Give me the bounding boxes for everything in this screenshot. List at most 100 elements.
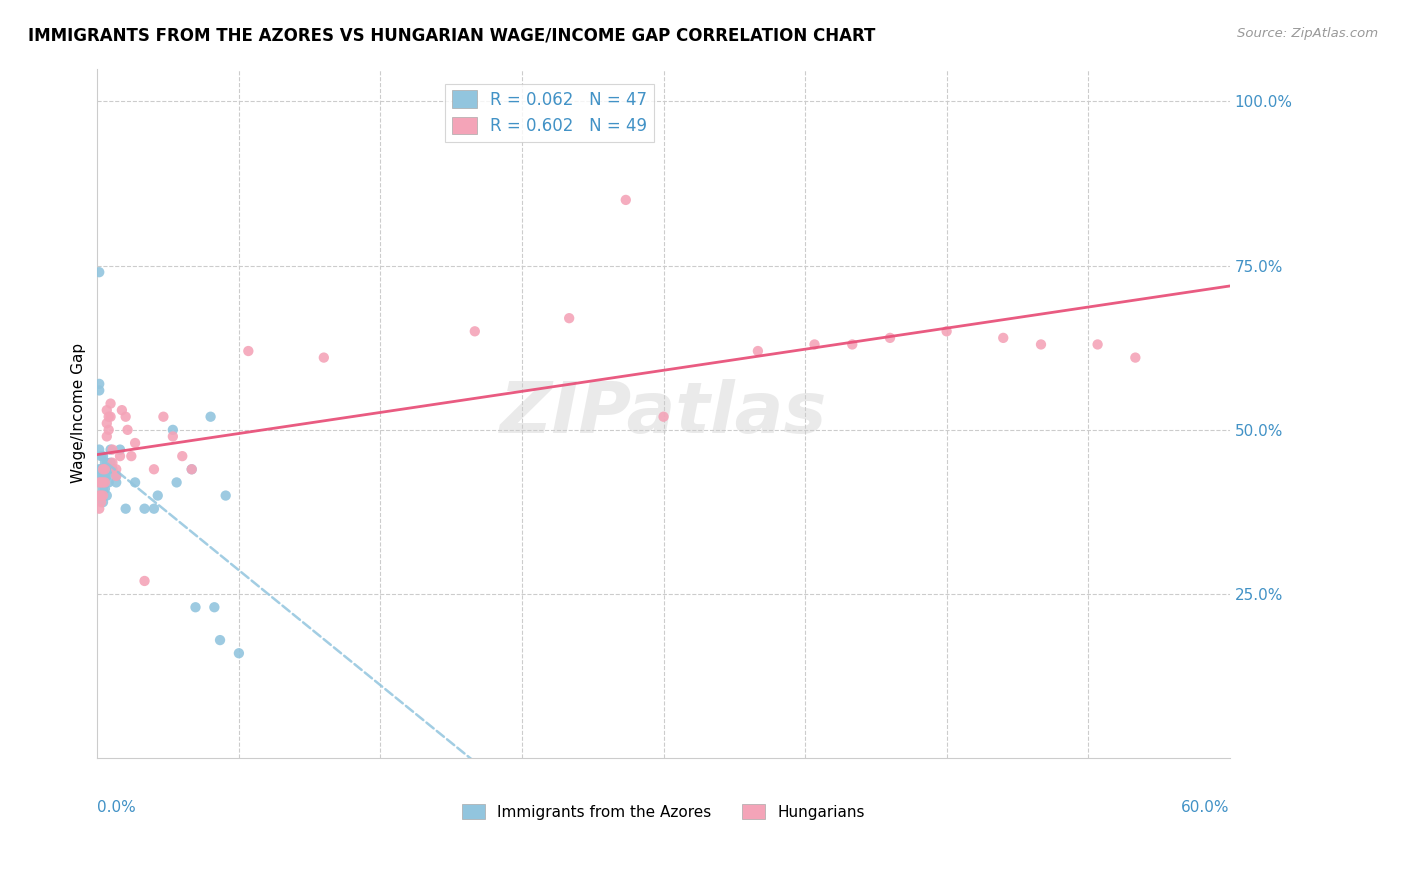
Point bbox=[97, 409, 120, 424]
Point bbox=[100, 396, 122, 410]
Point bbox=[89, 489, 111, 503]
Point bbox=[96, 417, 118, 431]
Point bbox=[162, 423, 184, 437]
Point bbox=[90, 495, 112, 509]
Point bbox=[143, 501, 166, 516]
Point bbox=[180, 462, 202, 476]
Point bbox=[124, 475, 146, 490]
Point bbox=[100, 442, 122, 457]
Point bbox=[89, 489, 111, 503]
Point bbox=[803, 337, 825, 351]
Point bbox=[90, 449, 112, 463]
Point bbox=[152, 409, 174, 424]
Point bbox=[94, 456, 117, 470]
Point bbox=[94, 475, 117, 490]
Point bbox=[841, 337, 863, 351]
Point bbox=[96, 489, 118, 503]
Point bbox=[90, 475, 112, 490]
Point bbox=[91, 495, 114, 509]
Point bbox=[96, 429, 118, 443]
Point bbox=[89, 376, 111, 391]
Point bbox=[111, 403, 134, 417]
Point bbox=[94, 462, 117, 476]
Point bbox=[228, 646, 250, 660]
Point bbox=[200, 409, 222, 424]
Y-axis label: Wage/Income Gap: Wage/Income Gap bbox=[72, 343, 86, 483]
Point bbox=[215, 489, 238, 503]
Point bbox=[117, 423, 139, 437]
Point bbox=[91, 462, 114, 476]
Point bbox=[105, 462, 128, 476]
Point bbox=[94, 462, 117, 476]
Legend: R = 0.062   N = 47, R = 0.602   N = 49: R = 0.062 N = 47, R = 0.602 N = 49 bbox=[446, 84, 654, 142]
Point bbox=[91, 475, 114, 490]
Point bbox=[94, 482, 117, 496]
Point bbox=[172, 449, 194, 463]
Point bbox=[143, 462, 166, 476]
Point bbox=[91, 462, 114, 476]
Point bbox=[614, 193, 637, 207]
Point bbox=[993, 331, 1015, 345]
Point bbox=[1029, 337, 1052, 351]
Point bbox=[96, 468, 118, 483]
Point bbox=[89, 384, 111, 398]
Point bbox=[108, 442, 131, 457]
Point bbox=[105, 475, 128, 490]
Point bbox=[94, 468, 117, 483]
Point bbox=[652, 409, 675, 424]
Point bbox=[101, 456, 124, 470]
Point bbox=[96, 456, 118, 470]
Point bbox=[108, 449, 131, 463]
Point bbox=[91, 489, 114, 503]
Point bbox=[134, 501, 156, 516]
Point bbox=[120, 449, 142, 463]
Point bbox=[90, 462, 112, 476]
Point bbox=[89, 475, 111, 490]
Point bbox=[124, 436, 146, 450]
Point bbox=[114, 501, 136, 516]
Point bbox=[180, 462, 202, 476]
Point bbox=[89, 265, 111, 279]
Point bbox=[558, 311, 581, 326]
Point bbox=[1087, 337, 1109, 351]
Point bbox=[105, 468, 128, 483]
Point bbox=[90, 468, 112, 483]
Text: IMMIGRANTS FROM THE AZORES VS HUNGARIAN WAGE/INCOME GAP CORRELATION CHART: IMMIGRANTS FROM THE AZORES VS HUNGARIAN … bbox=[28, 27, 876, 45]
Point bbox=[89, 442, 111, 457]
Point bbox=[91, 482, 114, 496]
Point bbox=[166, 475, 188, 490]
Point bbox=[747, 344, 769, 359]
Point bbox=[90, 489, 112, 503]
Point bbox=[202, 600, 225, 615]
Point bbox=[97, 462, 120, 476]
Point bbox=[89, 475, 111, 490]
Point bbox=[97, 423, 120, 437]
Text: 0.0%: 0.0% bbox=[97, 800, 136, 814]
Point bbox=[935, 324, 957, 338]
Point bbox=[91, 468, 114, 483]
Point bbox=[90, 475, 112, 490]
Point bbox=[238, 344, 260, 359]
Point bbox=[90, 489, 112, 503]
Text: ZIPatlas: ZIPatlas bbox=[501, 379, 827, 448]
Point bbox=[879, 331, 901, 345]
Text: Source: ZipAtlas.com: Source: ZipAtlas.com bbox=[1237, 27, 1378, 40]
Point bbox=[91, 475, 114, 490]
Point bbox=[101, 462, 124, 476]
Point bbox=[312, 351, 335, 365]
Point bbox=[89, 462, 111, 476]
Point bbox=[146, 489, 169, 503]
Point bbox=[96, 403, 118, 417]
Point bbox=[1125, 351, 1147, 365]
Point bbox=[208, 633, 231, 648]
Point bbox=[97, 475, 120, 490]
Point bbox=[100, 456, 122, 470]
Point bbox=[464, 324, 486, 338]
Point bbox=[89, 501, 111, 516]
Point bbox=[91, 449, 114, 463]
Point bbox=[162, 429, 184, 443]
Point bbox=[100, 409, 122, 424]
Point bbox=[105, 468, 128, 483]
Text: 60.0%: 60.0% bbox=[1181, 800, 1230, 814]
Point bbox=[101, 442, 124, 457]
